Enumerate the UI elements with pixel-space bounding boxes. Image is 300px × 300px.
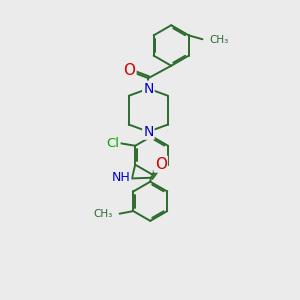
Text: NH: NH <box>112 171 130 184</box>
Text: CH₃: CH₃ <box>93 209 112 219</box>
Text: Cl: Cl <box>106 136 119 150</box>
Text: O: O <box>123 64 135 79</box>
Text: N: N <box>143 125 154 139</box>
Text: O: O <box>155 157 167 172</box>
Text: N: N <box>143 82 154 96</box>
Text: CH₃: CH₃ <box>210 35 229 45</box>
